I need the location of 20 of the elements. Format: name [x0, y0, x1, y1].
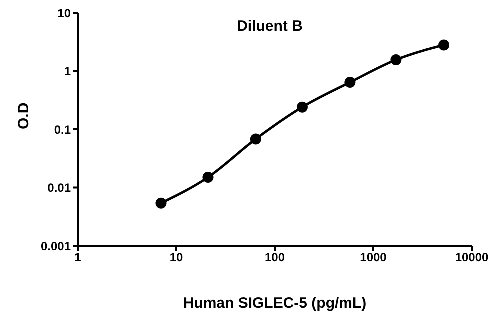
- x-tick-label: 10: [170, 250, 184, 265]
- point: [344, 77, 356, 88]
- x-tick-label: 1000: [360, 250, 388, 265]
- y-axis-title: O.D: [15, 102, 32, 130]
- y-tick-label: 0.01: [48, 181, 72, 196]
- y-tick-label: 0.1: [54, 122, 72, 137]
- point: [390, 54, 402, 66]
- x-tick-label: 10000: [455, 250, 490, 265]
- point: [250, 134, 262, 145]
- x-tick-label: 100: [264, 250, 286, 265]
- point: [438, 40, 450, 51]
- point: [156, 198, 167, 209]
- chart-title: Diluent B: [237, 18, 303, 35]
- y-tick-label: 10: [58, 6, 72, 20]
- point: [296, 102, 308, 113]
- y-tick-label: 1: [64, 64, 72, 79]
- y-tick-label: 0.001: [40, 239, 72, 254]
- x-axis-title: Human SIGLEC-5 (pg/mL): [183, 295, 367, 312]
- point: [202, 172, 214, 183]
- x-tick-label: 1: [74, 250, 82, 265]
